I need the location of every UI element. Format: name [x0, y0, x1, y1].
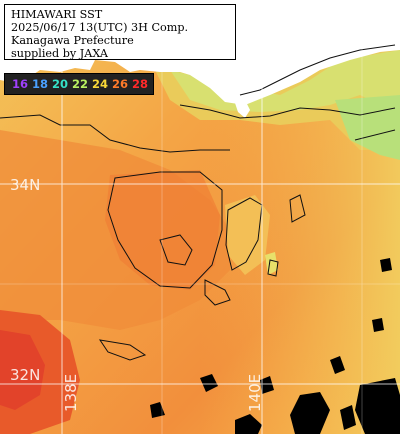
title-line-4: supplied by JAXA [11, 47, 109, 60]
legend-item: 18 [32, 77, 49, 91]
legend-item: 26 [112, 77, 129, 91]
hot-core [0, 330, 45, 410]
title-line-3: Kanagawa Prefecture [11, 34, 134, 47]
sea-east-cool [200, 100, 400, 434]
title-line-2: 2025/06/17 13(UTC) 3H Comp. [11, 21, 189, 34]
bay-cool-patch [225, 195, 270, 275]
lon-label-140e: 140E [246, 373, 264, 412]
cloud-mask [150, 258, 400, 434]
warm-basin [105, 170, 220, 290]
land-izu-peninsula [232, 94, 250, 118]
legend-item: 20 [52, 77, 69, 91]
title-line-1: HIMAWARI SST [11, 8, 103, 21]
sst-contours [0, 44, 396, 361]
legend-item: 28 [132, 77, 149, 91]
lon-label-138e: 138E [62, 373, 80, 412]
lat-label-34n: 34N [10, 176, 41, 194]
map-title-box: HIMAWARI SST 2025/06/17 13(UTC) 3H Comp.… [4, 4, 236, 60]
legend-item: 16 [12, 77, 29, 91]
lat-label-32n: 32N [10, 366, 41, 384]
legend-item: 24 [92, 77, 109, 91]
east-green-patch [335, 95, 400, 160]
legend-item: 22 [72, 77, 89, 91]
temperature-legend: 16 18 20 22 24 26 28 [4, 73, 154, 95]
